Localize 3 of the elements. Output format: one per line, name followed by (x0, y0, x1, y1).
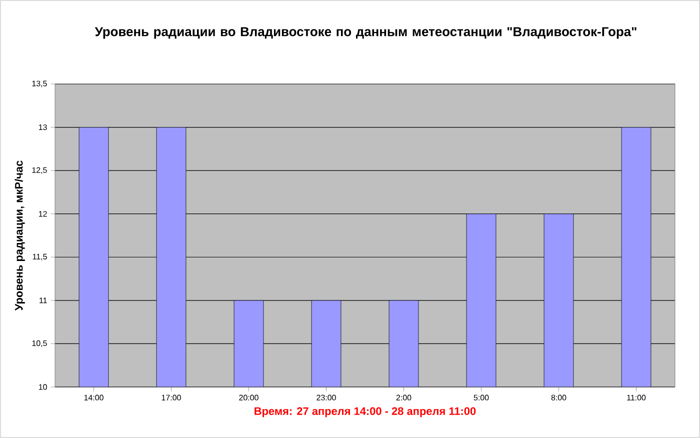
y-axis-title: Уровень радиации, мкР/час (14, 160, 25, 311)
x-axis-title: Время: 27 апреля 14:00 - 28 апреля 11:00 (254, 407, 476, 418)
chart-title: Уровень радиации во Владивостоке по данным метеостанции "Владивосток-Гора" (94, 27, 636, 39)
